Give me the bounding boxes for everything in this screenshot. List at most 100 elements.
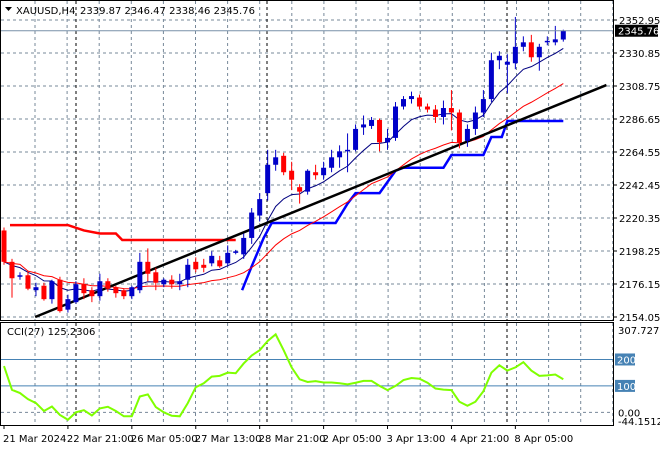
candle-body: [337, 151, 343, 158]
indicators: [3, 47, 607, 319]
candle-body: [393, 106, 399, 138]
candle-body: [129, 287, 135, 297]
candle-body: [313, 172, 319, 176]
candle-body: [185, 264, 191, 280]
candle: [345, 133, 351, 173]
candle: [329, 149, 335, 173]
candle-body: [552, 39, 558, 43]
candle-body: [249, 212, 255, 238]
candle-body: [448, 108, 454, 113]
candle-body: [217, 260, 223, 267]
candle: [73, 281, 79, 304]
candle: [1, 227, 7, 265]
candle: [33, 282, 39, 297]
price-tick-label: 2286.65: [619, 115, 660, 126]
candle: [488, 52, 494, 103]
candle-body: [385, 137, 391, 143]
candle: [49, 279, 55, 304]
cci-series-line: [3, 332, 564, 421]
price-tick-label: 2264.55: [619, 148, 660, 159]
candle-body: [472, 112, 478, 129]
candle-body: [401, 99, 406, 107]
candle: [121, 288, 127, 300]
candle: [137, 252, 143, 294]
cci-tick-label: 0.00: [618, 408, 640, 419]
candle-body: [440, 108, 446, 117]
cci-tick-label: -44.1512: [618, 417, 660, 428]
candle-body: [512, 46, 518, 64]
candle-body: [145, 261, 151, 274]
cci-label: CCI(27) 125.2306: [7, 327, 95, 338]
candle: [480, 90, 486, 117]
candle: [321, 161, 327, 180]
candle: [209, 251, 215, 267]
candle: [377, 118, 383, 152]
candle: [560, 29, 566, 42]
candle: [201, 258, 207, 273]
candle: [273, 149, 279, 171]
grid: [1, 1, 614, 425]
price-tick-label: 2176.15: [619, 280, 660, 291]
candle: [528, 34, 534, 62]
candle-body: [17, 275, 23, 277]
time-tick-label: 2 Apr 05:00: [323, 434, 382, 445]
candle-body: [416, 97, 422, 107]
candle-body: [504, 61, 510, 65]
time-tick-label: 28 Mar 21:00: [259, 434, 326, 445]
ohlc-label: 2339.87 2346.47 2338.46 2345.76: [80, 6, 255, 17]
candle-body: [33, 287, 39, 291]
candle-body: [41, 285, 47, 300]
candle: [512, 16, 518, 70]
candle: [17, 272, 23, 280]
candle-body: [9, 261, 15, 279]
candle: [9, 258, 15, 298]
chart-header: XAUUSD,H4 2339.87 2346.47 2338.46 2345.7…: [5, 6, 255, 17]
cci-line: [3, 332, 564, 421]
price-tick-label: 2198.25: [619, 247, 660, 258]
candle: [233, 249, 239, 255]
candle-body: [345, 149, 351, 152]
candle-body: [297, 187, 303, 192]
cci-level-box: [615, 353, 635, 366]
candle: [464, 124, 470, 147]
price-tick-label: 2242.45: [619, 181, 660, 192]
current-price-box: [615, 24, 658, 37]
candle: [552, 25, 558, 46]
time-tick-label: 27 Mar 13:00: [195, 434, 262, 445]
candle-body: [65, 299, 71, 310]
candle-body: [377, 119, 383, 143]
candle-body: [153, 272, 159, 283]
dropdown-triangle-icon[interactable]: [5, 7, 12, 11]
candle-body: [241, 237, 247, 255]
candle-body: [520, 42, 526, 47]
cci-level-label: 200: [617, 355, 636, 366]
candle: [89, 287, 95, 303]
candle: [456, 109, 462, 149]
candle: [448, 90, 454, 131]
candle: [337, 145, 343, 168]
candle: [504, 54, 510, 94]
candle-body: [89, 290, 95, 297]
candle: [496, 51, 502, 70]
candle: [113, 285, 119, 298]
candle: [177, 273, 183, 291]
candle: [129, 285, 135, 300]
candle-body: [544, 40, 550, 43]
candle-body: [408, 96, 414, 100]
candle-body: [480, 99, 486, 113]
candle: [424, 103, 430, 113]
candle-body: [121, 290, 127, 297]
candle: [257, 193, 263, 222]
candle: [440, 100, 446, 125]
time-tick-label: 8 Apr 05:00: [514, 434, 573, 445]
candle-body: [305, 170, 311, 192]
candle: [369, 116, 375, 129]
current-price-label: 2345.76: [618, 27, 659, 38]
trendline: [34, 83, 607, 319]
candle: [81, 278, 87, 300]
candle: [305, 169, 311, 195]
candle: [432, 105, 438, 123]
symbol-label: XAUUSD,H4: [16, 6, 75, 17]
